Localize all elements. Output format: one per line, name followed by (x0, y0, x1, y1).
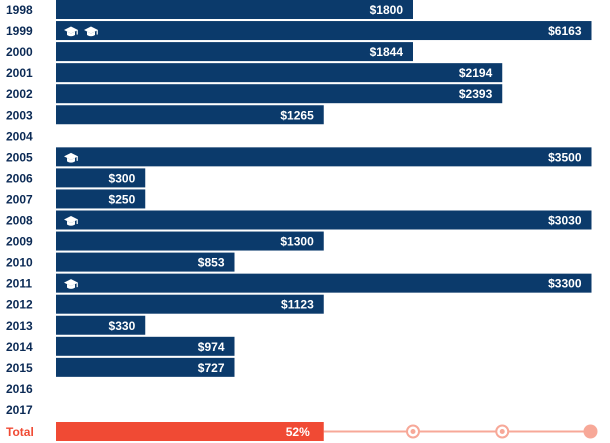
bar-value-label: $1265 (280, 108, 314, 122)
bar (56, 336, 235, 356)
bar (56, 42, 413, 62)
bar (56, 294, 324, 314)
bar-value-label: $1844 (370, 45, 404, 59)
year-label: 2005 (6, 150, 33, 164)
total-label: Total (6, 425, 34, 439)
bar-value-label: $6163 (548, 24, 582, 38)
year-label: 2009 (6, 235, 33, 249)
bar (56, 105, 324, 125)
bar (56, 252, 235, 272)
year-label: 2007 (6, 192, 33, 206)
year-label: 1998 (6, 3, 33, 17)
year-label: 1999 (6, 24, 33, 38)
bar-value-label: $974 (198, 340, 225, 354)
graduation-cap-icon (64, 216, 78, 226)
year-label: 2003 (6, 108, 33, 122)
year-label: 2017 (6, 403, 33, 417)
year-label: 2004 (6, 129, 33, 143)
graduation-cap-icon (64, 152, 78, 163)
year-label: 2011 (6, 277, 32, 291)
bar (56, 84, 503, 104)
year-label: 2016 (6, 382, 33, 396)
bar (56, 63, 503, 83)
total-marker-dot (410, 429, 416, 434)
year-label: 2013 (6, 319, 33, 333)
year-label: 2008 (6, 214, 33, 228)
bar (56, 0, 413, 19)
bar-value-label: $1123 (281, 298, 314, 312)
bar-value-label: $330 (109, 319, 136, 333)
year-label: 2001 (6, 66, 33, 80)
bar-value-label: $727 (198, 361, 225, 375)
bar-value-label: $1800 (370, 3, 404, 17)
bar (56, 315, 146, 335)
bar (56, 189, 146, 209)
bar (56, 21, 592, 41)
year-label: 2010 (6, 256, 33, 270)
year-label: 2015 (6, 361, 33, 375)
bar (56, 210, 592, 230)
total-marker-end (583, 424, 598, 439)
bar-value-label: $3500 (548, 150, 582, 164)
total-marker-dot (499, 429, 505, 434)
bar-value-label: $3030 (548, 214, 582, 228)
bar-value-label: $853 (198, 256, 225, 270)
bar-value-label: $250 (109, 192, 136, 206)
bar-value-label: $2194 (459, 66, 493, 80)
year-label: 2002 (6, 87, 33, 101)
year-label: 2014 (6, 340, 33, 354)
total-bar (56, 422, 324, 441)
bar-value-label: $2393 (459, 87, 493, 101)
bar (56, 147, 592, 167)
graduation-cap-icon (64, 279, 78, 289)
bar (56, 357, 235, 377)
year-label: 2006 (6, 171, 33, 185)
graduation-cap-icon (64, 26, 78, 37)
bar (56, 231, 324, 251)
year-label: 2000 (6, 45, 33, 59)
bar-value-label: $300 (109, 171, 136, 185)
bar (56, 168, 146, 188)
total-percent: 52% (286, 425, 310, 439)
bar-value-label: $1300 (280, 235, 314, 249)
graduation-cap-icon (84, 26, 98, 37)
bar-value-label: $3300 (548, 277, 582, 291)
bar (56, 273, 592, 293)
year-label: 2012 (6, 298, 33, 312)
